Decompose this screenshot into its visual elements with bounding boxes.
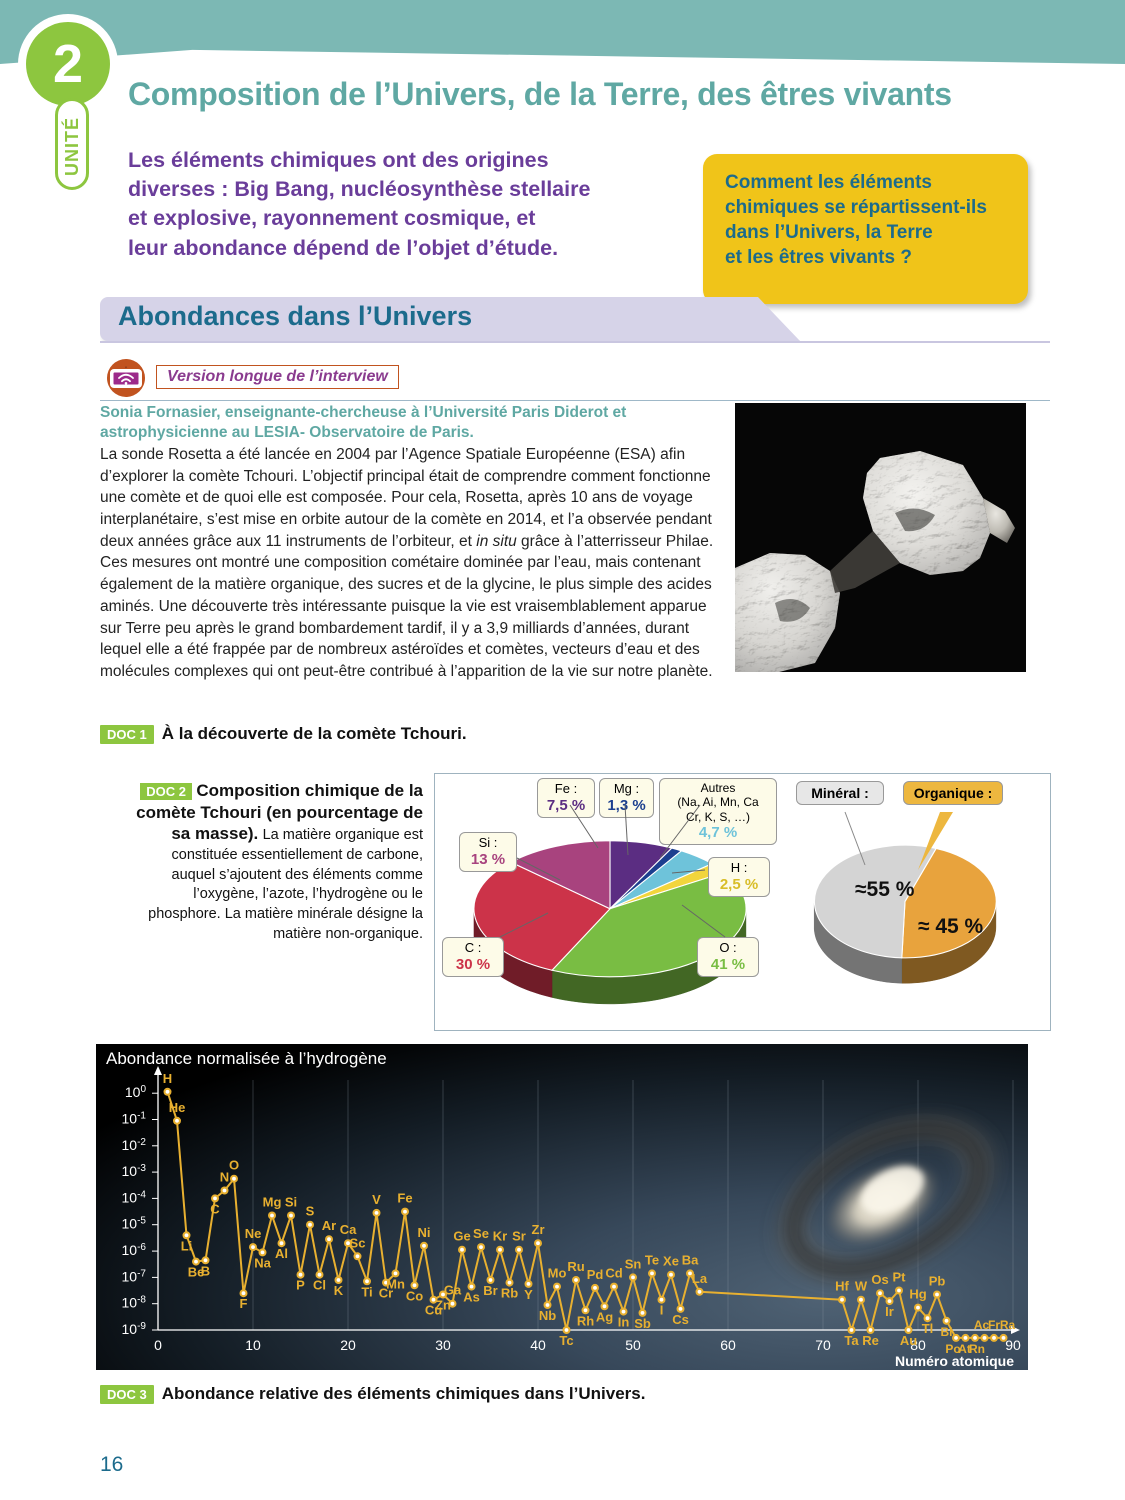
svg-text:Na: Na [254,1255,271,1270]
svg-text:Cd: Cd [605,1266,622,1281]
svg-text:0: 0 [154,1337,162,1353]
svg-text:Ne: Ne [245,1226,262,1241]
svg-text:B: B [201,1263,210,1278]
svg-text:10-2: 10-2 [122,1137,147,1153]
svg-text:Ir: Ir [885,1304,894,1319]
svg-text:Ni: Ni [418,1225,431,1240]
svg-text:La: La [692,1271,708,1286]
svg-text:K: K [334,1283,344,1298]
svg-text:Au: Au [900,1333,917,1348]
svg-text:10-8: 10-8 [122,1295,147,1311]
svg-text:Bi: Bi [941,1325,953,1339]
svg-text:Rh: Rh [577,1313,594,1328]
svg-text:Si: Si [285,1195,297,1210]
svg-text:I: I [660,1303,664,1318]
svg-text:10-9: 10-9 [122,1321,147,1337]
svg-text:10-1: 10-1 [122,1111,147,1127]
svg-text:Fr: Fr [988,1318,1000,1332]
svg-text:60: 60 [720,1337,736,1353]
svg-text:Zn: Zn [435,1298,451,1313]
svg-text:Al: Al [275,1246,288,1261]
svg-text:Os: Os [871,1272,888,1287]
svg-text:P: P [296,1278,305,1293]
svg-text:Abondance normalisée à l’hydro: Abondance normalisée à l’hydrogène [106,1049,387,1068]
svg-text:Zr: Zr [532,1222,545,1237]
svg-text:Rb: Rb [501,1286,518,1301]
svg-text:C: C [210,1201,220,1216]
svg-text:Se: Se [473,1226,489,1241]
svg-text:Li: Li [181,1238,193,1253]
svg-text:10-4: 10-4 [122,1189,147,1205]
svg-text:Mg: Mg [263,1195,282,1210]
svg-text:Sn: Sn [625,1256,642,1271]
svg-text:V: V [372,1192,381,1207]
svg-text:10-3: 10-3 [122,1163,147,1179]
svg-text:Ru: Ru [567,1259,584,1274]
svg-text:Ag: Ag [596,1309,613,1324]
svg-text:40: 40 [530,1337,546,1353]
svg-text:10-5: 10-5 [122,1216,147,1232]
svg-text:Ga: Ga [444,1283,462,1298]
svg-text:Fe: Fe [397,1191,412,1206]
svg-text:50: 50 [625,1337,641,1353]
svg-text:Mn: Mn [386,1276,405,1291]
svg-text:Pt: Pt [893,1270,907,1285]
svg-text:Ra: Ra [1000,1318,1016,1332]
svg-text:Cs: Cs [672,1312,689,1327]
svg-text:Sc: Sc [350,1235,366,1250]
svg-text:Ba: Ba [682,1252,699,1267]
svg-text:S: S [306,1204,315,1219]
svg-text:10-6: 10-6 [122,1242,147,1258]
svg-text:Hf: Hf [835,1279,849,1294]
svg-text:Ti: Ti [361,1284,372,1299]
svg-text:70: 70 [815,1337,831,1353]
svg-text:100: 100 [125,1084,147,1100]
svg-text:Re: Re [862,1333,879,1348]
svg-text:As: As [463,1290,480,1305]
svg-text:20: 20 [340,1337,356,1353]
svg-text:90: 90 [1005,1337,1021,1353]
svg-text:Ta: Ta [844,1333,859,1348]
svg-text:10: 10 [245,1337,261,1353]
svg-text:Tc: Tc [559,1333,573,1348]
svg-text:Y: Y [524,1287,533,1302]
svg-text:F: F [240,1296,248,1311]
svg-text:Rn: Rn [969,1342,985,1356]
svg-text:Xe: Xe [663,1254,679,1269]
svg-text:Co: Co [406,1288,423,1303]
svg-text:Hg: Hg [909,1287,926,1302]
svg-text:H: H [163,1071,172,1086]
svg-text:Cl: Cl [313,1278,326,1293]
svg-text:Nb: Nb [539,1308,556,1323]
svg-text:Tl: Tl [922,1321,934,1336]
svg-text:In: In [618,1315,630,1330]
svg-text:Ge: Ge [453,1229,470,1244]
svg-text:Sr: Sr [512,1229,526,1244]
svg-text:N: N [220,1170,229,1185]
svg-text:30: 30 [435,1337,451,1353]
svg-text:W: W [855,1279,868,1294]
svg-text:Mo: Mo [548,1266,567,1281]
svg-text:Te: Te [645,1252,659,1267]
svg-text:Pd: Pd [587,1267,604,1282]
svg-text:O: O [229,1158,239,1173]
svg-text:Br: Br [483,1283,497,1298]
svg-text:10-7: 10-7 [122,1268,147,1284]
svg-text:Pb: Pb [929,1274,946,1289]
svg-text:Ar: Ar [322,1218,336,1233]
svg-text:Kr: Kr [493,1229,507,1244]
svg-text:Sb: Sb [634,1316,651,1331]
svg-text:He: He [169,1100,186,1115]
